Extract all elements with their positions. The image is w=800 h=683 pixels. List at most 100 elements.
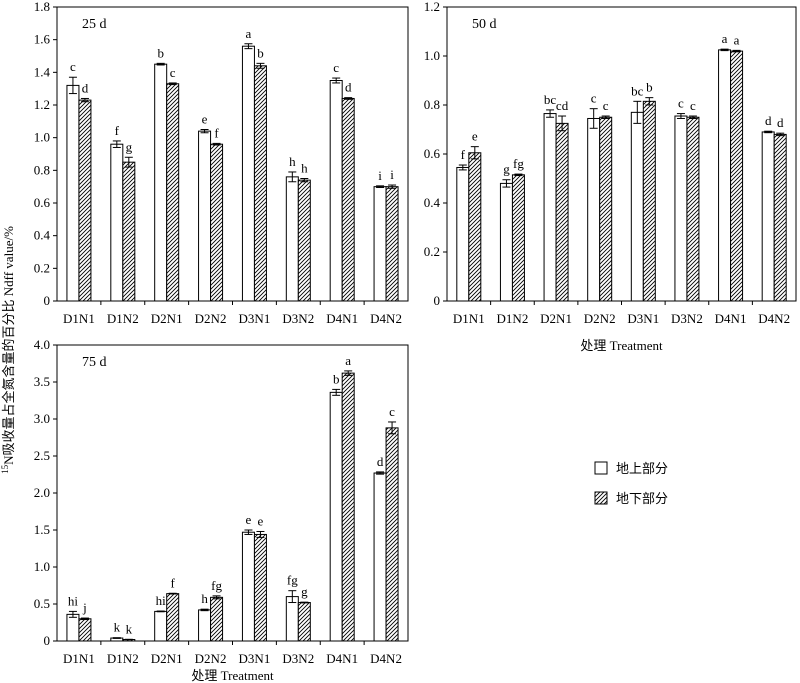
- p2-x-axis-title: 处理 Treatment: [191, 668, 274, 683]
- p2-bar-aboveground: [373, 472, 387, 642]
- p1-error-bar: [502, 179, 511, 188]
- p2-error-bar: [112, 637, 121, 639]
- p1-error-bar: [546, 109, 555, 118]
- p1-error-bar: [558, 115, 567, 132]
- p1-significance-letter: a: [734, 32, 740, 47]
- p0-y-tick-label: 1.2: [34, 97, 50, 112]
- p2-x-tick-label: D3N1: [239, 651, 271, 666]
- p2-panel-title: 75 d: [82, 355, 107, 370]
- p1-error-bar: [688, 115, 697, 119]
- p0-y-tick-label: 0.6: [34, 195, 51, 210]
- p1-error-bar: [514, 173, 523, 177]
- p0-x-tick-label: D1N1: [63, 311, 95, 326]
- p1-y-tick-label: 1.0: [424, 48, 440, 63]
- p2-bar-underground: [297, 602, 311, 642]
- p0-significance-letter: d: [82, 80, 89, 95]
- p2-significance-letter: h: [201, 591, 208, 606]
- p1-x-tick-label: D4N2: [758, 311, 790, 326]
- p1-x-tick-label: D1N2: [497, 311, 529, 326]
- p2-bar-aboveground: [66, 613, 80, 642]
- p0-bar-underground: [341, 97, 355, 302]
- p2-error-bar: [156, 610, 165, 613]
- p1-x-tick-label: D2N2: [584, 311, 616, 326]
- p1-y-tick-label: 0.2: [424, 244, 440, 259]
- p1-bar-aboveground: [630, 111, 644, 302]
- p1-bar-underground: [511, 174, 525, 302]
- p2-plot-frame: [56, 344, 409, 642]
- p0-significance-letter: b: [157, 45, 164, 60]
- p0-bar-aboveground: [373, 186, 387, 302]
- p0-bar-underground: [210, 143, 224, 302]
- p1-bar-aboveground: [543, 113, 557, 302]
- p1-x-tick-label: D2N1: [540, 311, 572, 326]
- p0-bar-aboveground: [198, 130, 212, 302]
- p1-error-bar: [470, 146, 479, 160]
- p1-y-tick-label: 0.4: [424, 195, 441, 210]
- p2-y-tick-label: 3.5: [34, 374, 50, 389]
- p0-x-tick-label: D2N2: [195, 311, 227, 326]
- p1-x-tick-label: D1N1: [453, 311, 485, 326]
- p2-error-bar: [200, 608, 209, 612]
- legend-swatch-hatched: [594, 491, 608, 505]
- p0-y-tick-label: 1.4: [34, 64, 51, 79]
- p2-x-tick-label: D4N2: [370, 651, 402, 666]
- p1-bar-aboveground: [761, 131, 775, 302]
- p0-bar-underground: [297, 179, 311, 302]
- p1-significance-letter: g: [503, 162, 510, 177]
- p2-significance-letter: a: [345, 353, 351, 368]
- p0-significance-letter: g: [126, 139, 133, 154]
- p2-y-tick-label: 3.0: [34, 411, 50, 426]
- p2-x-tick-label: D1N2: [107, 651, 139, 666]
- p1-error-bar: [601, 115, 610, 119]
- p2-x-tick-label: D2N1: [151, 651, 183, 666]
- p0-error-bar: [80, 97, 89, 103]
- p0-error-bar: [344, 97, 353, 100]
- p2-significance-letter: g: [301, 584, 308, 599]
- p2-bar-aboveground: [329, 391, 343, 642]
- p2-error-bar: [256, 530, 265, 538]
- p2-error-bar: [244, 529, 253, 535]
- p0-error-bar: [156, 62, 165, 66]
- p1-error-bar: [645, 97, 654, 106]
- p1-bar-underground: [468, 152, 482, 302]
- p2-error-bar: [344, 370, 353, 376]
- p2-significance-letter: hi: [156, 593, 167, 608]
- p1-bar-aboveground: [499, 182, 513, 302]
- p0-significance-letter: h: [289, 154, 296, 169]
- p1-bar-aboveground: [674, 115, 688, 302]
- p1-x-tick-label: D4N1: [715, 311, 747, 326]
- p0-significance-letter: c: [333, 60, 339, 75]
- p0-significance-letter: f: [115, 123, 120, 138]
- p0-error-bar: [124, 156, 133, 168]
- p0-error-bar: [212, 142, 221, 146]
- ylabel-superscript: 15: [0, 464, 10, 474]
- p0-error-bar: [388, 184, 397, 189]
- p0-y-tick-label: 0.4: [34, 228, 51, 243]
- p2-bar-underground: [210, 596, 224, 642]
- p1-error-bar: [633, 100, 642, 124]
- p2-y-tick-label: 1.5: [34, 522, 50, 537]
- p0-significance-letter: i: [390, 167, 394, 182]
- p1-bar-underground: [642, 100, 656, 302]
- p2-y-tick-label: 4.0: [34, 337, 50, 352]
- p1-bar-aboveground: [587, 117, 601, 302]
- p0-error-bar: [332, 77, 341, 84]
- p1-y-tick-label: 1.2: [424, 0, 440, 14]
- p0-bar-underground: [166, 83, 180, 302]
- p0-x-tick-label: D4N2: [370, 311, 402, 326]
- p2-y-tick-label: 0: [44, 633, 51, 648]
- p0-plot-frame: [56, 6, 409, 302]
- p1-bar-underground: [773, 133, 787, 302]
- p1-error-bar: [764, 130, 773, 134]
- legend: 地上部分 地下部分: [594, 461, 668, 506]
- p1-plot-frame: [446, 6, 797, 302]
- p1-bar-underground: [599, 116, 613, 302]
- p0-x-tick-label: D3N2: [282, 311, 314, 326]
- p2-bar-aboveground: [154, 610, 168, 642]
- p0-x-tick-label: D2N1: [151, 311, 183, 326]
- p0-significance-letter: c: [170, 65, 176, 80]
- p2-x-tick-label: D2N2: [195, 651, 227, 666]
- p0-bar-aboveground: [154, 63, 168, 302]
